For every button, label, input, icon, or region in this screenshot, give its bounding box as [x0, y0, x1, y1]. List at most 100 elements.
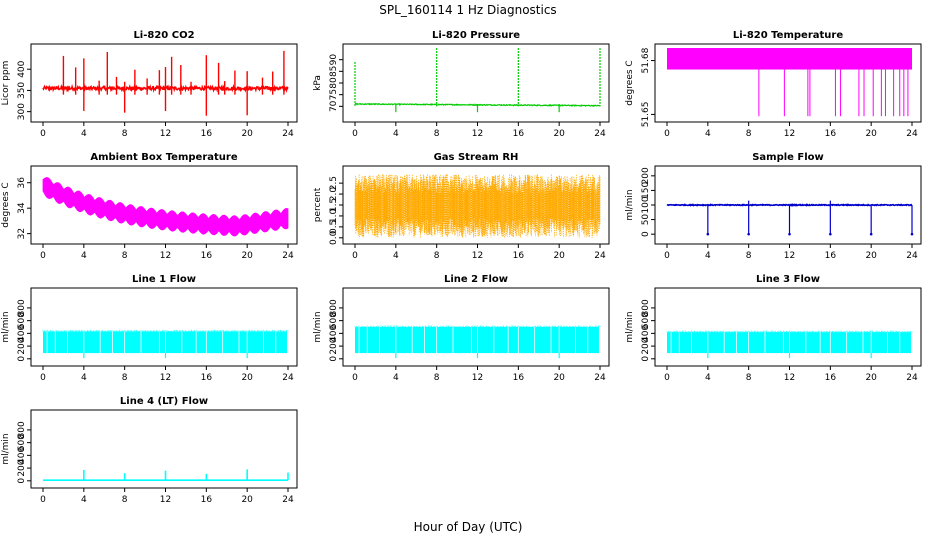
panel-title: Line 3 Flow	[756, 274, 820, 285]
panel-9: Line 3 Flow ml/min 0 4 8 12 16 20 24 0 20040060080…	[625, 274, 922, 383]
x-tick-label: 4	[393, 129, 399, 139]
x-tick-label: 8	[434, 251, 440, 261]
panel-7: Line 1 Flow ml/min 0 4 8 12 16 20 24 0 20040060080…	[1, 274, 298, 383]
x-tick-label: 8	[122, 495, 128, 505]
y-axis-label: ml/min	[625, 311, 635, 342]
panel-title: Ambient Box Temperature	[90, 152, 237, 163]
y-tick-label: 0	[641, 356, 651, 362]
y-axis-label: Licor ppm	[1, 61, 11, 106]
y-tick-label: 400	[17, 447, 27, 464]
data-point	[788, 232, 791, 236]
y-tick-label: 100	[641, 196, 651, 213]
panel-8: Line 2 Flow ml/min 0 4 8 12 16 20 24 0 20040060080…	[313, 274, 610, 383]
x-tick-label: 20	[241, 373, 253, 383]
y-tick-label: 300	[17, 103, 27, 120]
y-tick-label: 200	[17, 337, 27, 354]
x-tick-label: 8	[746, 129, 752, 139]
x-tick-label: 24	[906, 129, 918, 139]
plot-frame	[30, 165, 298, 245]
y-tick-label: 75	[329, 89, 339, 100]
x-tick-label: 8	[746, 373, 752, 383]
y-axis-label: percent	[313, 187, 323, 222]
y-tick-label: 90	[329, 54, 339, 66]
x-tick-label: 12	[160, 495, 171, 505]
x-tick-label: 0	[352, 251, 358, 261]
panel-title: Line 1 Flow	[132, 274, 196, 285]
x-tick-label: 16	[201, 129, 213, 139]
x-tick-label: 8	[434, 129, 440, 139]
x-tick-label: 24	[282, 251, 294, 261]
x-tick-label: 0	[664, 251, 670, 261]
x-tick-label: 0	[664, 373, 670, 383]
figure-title: SPL_160114 1 Hz Diagnostics	[379, 3, 556, 17]
y-tick-label: 800	[329, 299, 339, 316]
x-tick-label: 20	[553, 373, 565, 383]
y-tick-label: 85	[329, 66, 339, 77]
x-tick-label: 0	[40, 495, 46, 505]
x-tick-label: 24	[906, 251, 918, 261]
y-tick-label: 200	[329, 337, 339, 354]
y-tick-label: 400	[17, 325, 27, 342]
y-tick-label: 800	[17, 299, 27, 316]
x-tick-label: 24	[906, 373, 918, 383]
y-tick-label: 34	[17, 202, 27, 214]
y-tick-label: 80	[329, 77, 339, 89]
y-tick-label: 800	[17, 421, 27, 438]
x-tick-label: 12	[472, 251, 483, 261]
data-point	[910, 232, 914, 236]
y-axis-label: ml/min	[1, 311, 11, 342]
y-tick-label: 400	[641, 325, 651, 342]
y-tick-label: 200	[641, 337, 651, 354]
data-band	[667, 48, 912, 70]
y-tick-label: 2.0	[329, 187, 339, 202]
y-tick-label: 0	[17, 356, 27, 362]
y-tick-label: 200	[17, 459, 27, 476]
y-tick-label: 600	[17, 312, 27, 329]
x-tick-label: 4	[393, 373, 399, 383]
x-tick-label: 0	[40, 129, 46, 139]
x-tick-label: 20	[865, 129, 877, 139]
x-tick-label: 0	[352, 129, 358, 139]
x-tick-label: 24	[282, 129, 294, 139]
x-tick-label: 4	[705, 373, 711, 383]
plot-frame	[30, 409, 298, 489]
panel-title: Li-820 Pressure	[432, 30, 520, 41]
x-tick-label: 16	[201, 495, 213, 505]
x-tick-label: 16	[825, 129, 837, 139]
plot-frame	[30, 43, 298, 123]
x-tick-label: 20	[241, 251, 253, 261]
x-tick-label: 20	[865, 251, 877, 261]
x-tick-label: 24	[594, 129, 606, 139]
x-tick-label: 16	[201, 251, 213, 261]
x-tick-label: 12	[784, 373, 795, 383]
panel-3: Li-820 Temperature degrees C 0 4 8 12 16 20 24 51…	[625, 30, 922, 139]
y-tick-label: 600	[329, 312, 339, 329]
y-tick-label: 1.5	[329, 198, 339, 212]
x-tick-label: 4	[705, 129, 711, 139]
x-tick-label: 8	[122, 251, 128, 261]
y-axis-label: ml/min	[313, 311, 323, 342]
figure-xlabel: Hour of Day (UTC)	[414, 520, 523, 534]
y-tick-label: 70	[329, 100, 339, 112]
x-tick-label: 12	[160, 129, 171, 139]
y-tick-label: 0	[641, 231, 651, 237]
x-tick-label: 0	[40, 251, 46, 261]
x-tick-label: 12	[160, 373, 171, 383]
panel-10: Line 4 (LT) Flow ml/min 0 4 8 12 16 20 24 0 200400…	[1, 396, 298, 505]
y-tick-label: 51.68	[641, 47, 651, 73]
y-axis-label: kPa	[313, 75, 323, 91]
data-band	[43, 331, 287, 354]
y-tick-label: 200	[641, 167, 651, 184]
x-tick-label: 24	[594, 373, 606, 383]
x-tick-label: 12	[472, 129, 483, 139]
y-tick-label: 2.5	[329, 176, 339, 190]
panel-title: Gas Stream RH	[434, 152, 519, 163]
y-axis-label: ml/min	[1, 433, 11, 464]
x-tick-label: 0	[352, 373, 358, 383]
y-tick-label: 150	[641, 182, 651, 199]
data-point	[829, 232, 832, 236]
y-tick-label: 800	[641, 299, 651, 316]
x-tick-label: 20	[553, 251, 565, 261]
plot-frame	[654, 43, 922, 123]
